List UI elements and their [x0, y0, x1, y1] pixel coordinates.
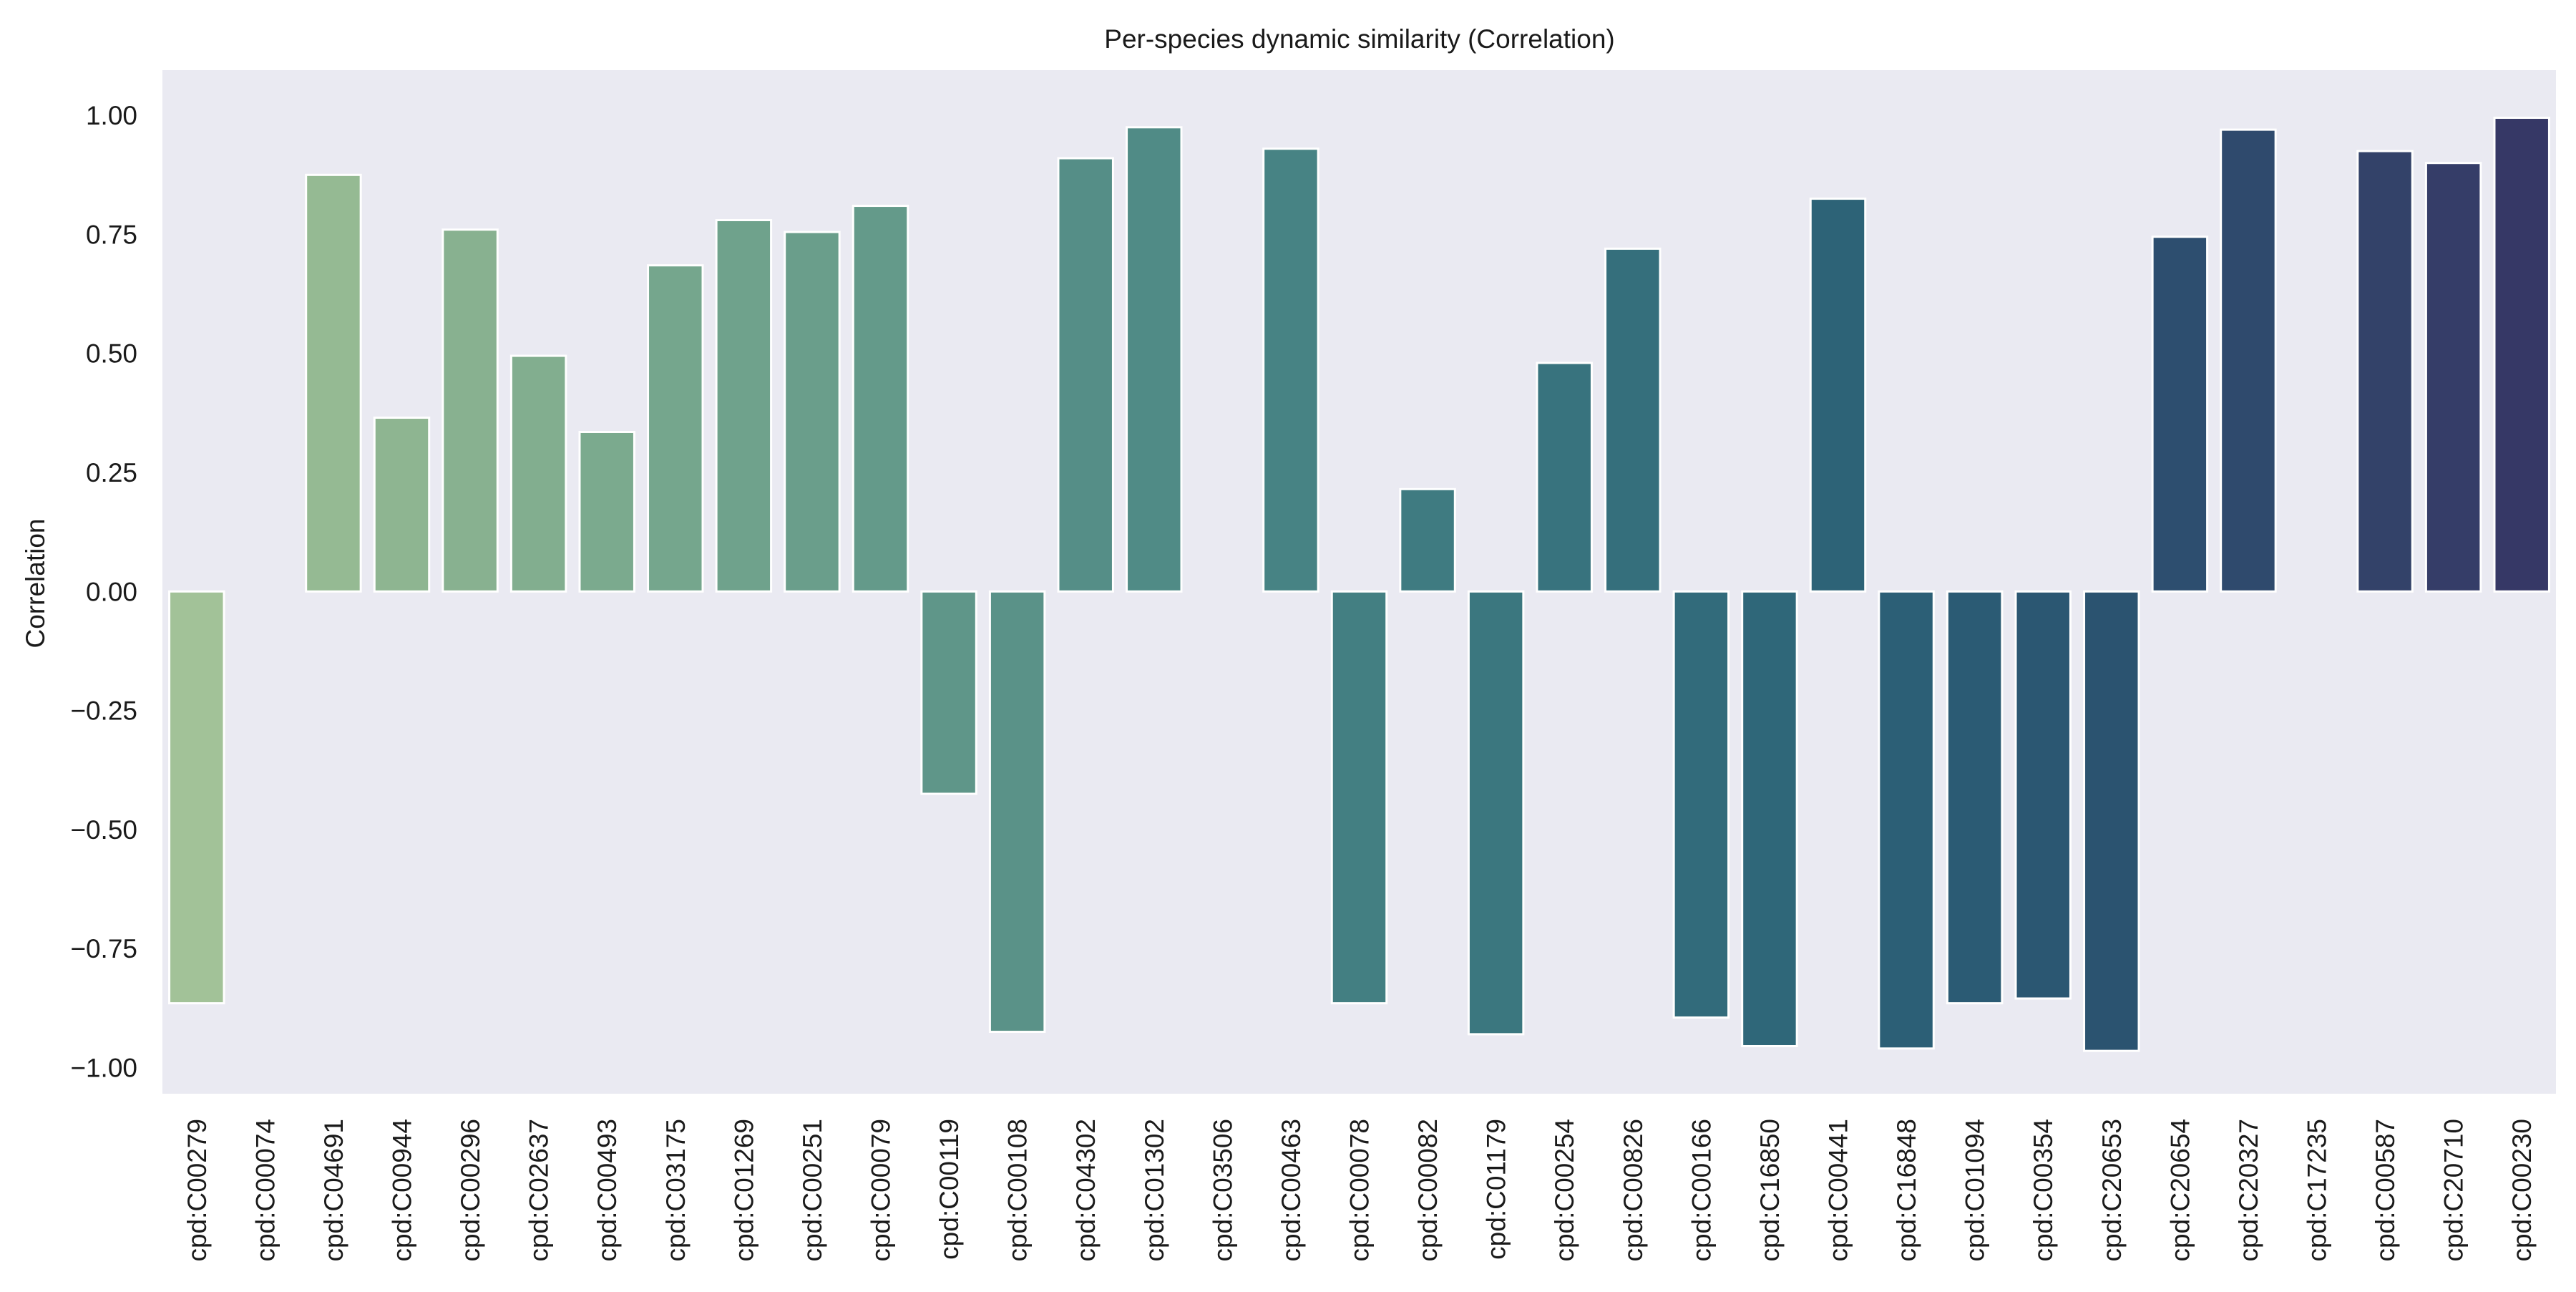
x-tick-label: cpd:C01302: [1140, 1119, 1169, 1262]
x-tick-label: cpd:C00279: [182, 1119, 212, 1262]
y-tick-label: −0.50: [70, 815, 137, 845]
x-tick-label: cpd:C00493: [592, 1119, 622, 1262]
bar-cpd-c20654: [2151, 235, 2209, 593]
x-axis-ticks: cpd:C00279 cpd:C00074 cpd:C04691 cpd:C00944…: [182, 1119, 2537, 1262]
y-tick-label: −0.75: [70, 934, 137, 963]
bar-cpd-c01094: [1946, 590, 2004, 1005]
y-axis-label: Correlation: [21, 519, 50, 649]
y-tick-label: 1.00: [86, 101, 137, 130]
x-tick-label: cpd:C20654: [2165, 1119, 2195, 1262]
bar-cpd-c00251: [784, 230, 841, 593]
y-axis-ticks: 1.00 0.75 0.50 0.25 0.00 −0.25 −0.50 −0.75 −1.00: [70, 101, 137, 1082]
x-tick-label: cpd:C00230: [2507, 1119, 2537, 1262]
bar-cpd-c00944: [373, 417, 431, 593]
bar-cpd-c00463: [1262, 147, 1319, 593]
x-tick-label: cpd:C01269: [729, 1119, 758, 1262]
x-tick-label: cpd:C00254: [1550, 1119, 1579, 1262]
bar-cpd-c01269: [715, 219, 773, 593]
bar-cpd-c00230: [2493, 117, 2550, 593]
x-tick-label: cpd:C20327: [2234, 1119, 2263, 1262]
x-tick-label: cpd:C00078: [1345, 1119, 1375, 1262]
x-tick-label: cpd:C03506: [1208, 1119, 1237, 1262]
bar-cpd-c00166: [1672, 590, 1730, 1019]
bar-cpd-c00493: [578, 430, 635, 593]
x-tick-label: cpd:C00166: [1687, 1119, 1716, 1262]
bar-cpd-c00279: [168, 590, 225, 1005]
x-tick-label: cpd:C17235: [2303, 1119, 2332, 1262]
bar-cpd-c16848: [1878, 590, 1935, 1050]
bar-cpd-c20653: [2083, 590, 2140, 1052]
bar-cpd-c01302: [1126, 126, 1183, 593]
x-tick-label: cpd:C04691: [319, 1119, 348, 1262]
x-tick-label: cpd:C00826: [1619, 1119, 1648, 1262]
x-tick-label: cpd:C00108: [1003, 1119, 1033, 1262]
x-tick-label: cpd:C00074: [250, 1119, 280, 1262]
y-tick-label: 0.25: [86, 458, 137, 487]
x-tick-label: cpd:C00119: [935, 1119, 964, 1260]
x-tick-label: cpd:C00296: [456, 1119, 485, 1262]
y-tick-label: 0.50: [86, 339, 137, 369]
x-tick-label: cpd:C04302: [1071, 1119, 1101, 1262]
bar-cpd-c16850: [1741, 590, 1798, 1047]
chart-title: Per-species dynamic similarity (Correlat…: [1104, 24, 1614, 54]
bar-cpd-c04302: [1057, 157, 1114, 593]
x-tick-label: cpd:C20710: [2439, 1119, 2469, 1262]
x-tick-label: cpd:C16850: [1755, 1119, 1785, 1262]
x-tick-label: cpd:C00251: [798, 1119, 827, 1262]
bar-cpd-c00078: [1330, 590, 1388, 1005]
bar-cpd-c00587: [2356, 150, 2414, 593]
y-tick-label: 0.00: [86, 577, 137, 606]
x-tick-label: cpd:C00082: [1413, 1119, 1443, 1262]
x-tick-label: cpd:C16848: [1892, 1119, 1921, 1262]
x-tick-label: cpd:C20653: [2097, 1119, 2127, 1262]
x-tick-label: cpd:C00441: [1824, 1119, 1853, 1262]
y-tick-label: 0.75: [86, 220, 137, 249]
bar-cpd-c01179: [1467, 590, 1525, 1036]
x-tick-label: cpd:C00354: [2029, 1119, 2058, 1262]
bar-cpd-c00108: [988, 590, 1046, 1034]
bar-cpd-c00079: [852, 205, 909, 593]
x-tick-label: cpd:C00587: [2371, 1119, 2400, 1262]
bar-cpd-c00354: [2014, 590, 2072, 1000]
bar-cpd-c20327: [2220, 128, 2277, 593]
bar-cpd-c00441: [1809, 198, 1867, 593]
bar-cpd-c00119: [920, 590, 977, 795]
bar-cpd-c03175: [647, 264, 704, 593]
bars-layer: [168, 117, 2550, 1052]
x-tick-label: cpd:C03175: [661, 1119, 691, 1262]
x-tick-label: cpd:C01179: [1482, 1119, 1511, 1260]
bar-cpd-c00826: [1604, 247, 1662, 593]
bar-cpd-c02637: [509, 354, 567, 593]
bar-cpd-c00082: [1399, 487, 1456, 593]
bar-cpd-c20710: [2424, 162, 2482, 593]
bar-cpd-c00254: [1536, 361, 1593, 593]
x-tick-label: cpd:C02637: [525, 1119, 554, 1262]
y-tick-label: −1.00: [70, 1053, 137, 1082]
x-tick-label: cpd:C01094: [1961, 1119, 1990, 1262]
bar-cpd-c04691: [305, 173, 362, 593]
x-tick-label: cpd:C00463: [1277, 1119, 1306, 1262]
x-tick-label: cpd:C00079: [867, 1119, 896, 1262]
x-tick-label: cpd:C00944: [388, 1119, 417, 1262]
y-tick-label: −0.25: [70, 696, 137, 726]
bar-cpd-c00296: [441, 228, 499, 593]
